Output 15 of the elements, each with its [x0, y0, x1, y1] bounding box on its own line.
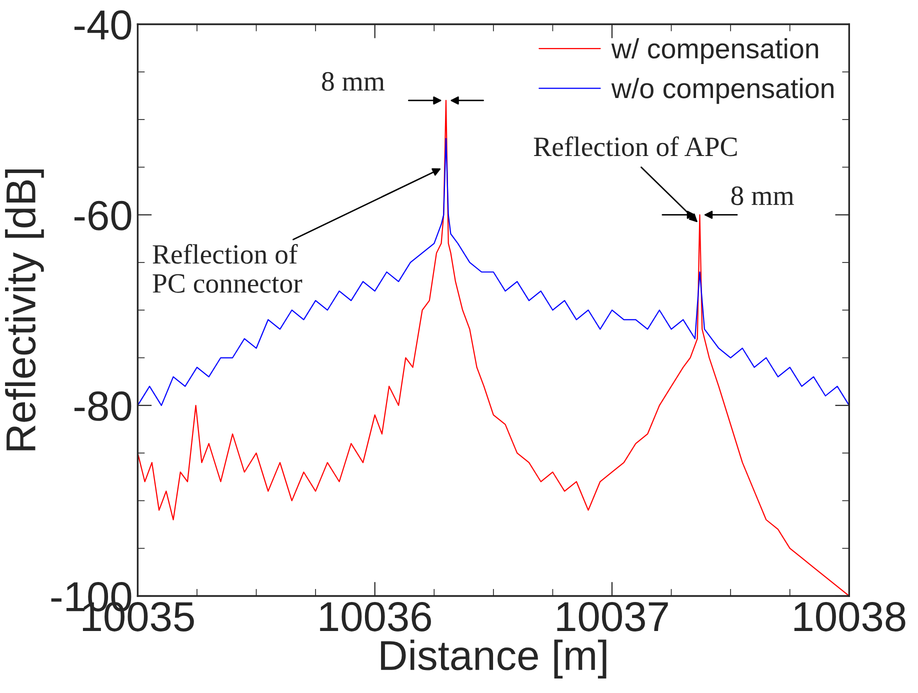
x-tick-label: 10038 — [794, 602, 906, 632]
legend-label: w/o compensation — [611, 78, 834, 104]
annotation: 8 mm — [731, 186, 794, 206]
x-tick-label: 10037 — [557, 602, 668, 632]
legend-label: w/ compensation — [611, 38, 818, 64]
annotation: Reflection of APC — [534, 136, 737, 156]
x-axis-title: Distance [m] — [381, 640, 606, 679]
y-tick-label: -40 — [74, 10, 132, 40]
y-tick-label: -80 — [74, 391, 132, 421]
annotation: 8 mm — [322, 72, 385, 91]
annotation: Reflection of PC connector — [152, 244, 302, 293]
x-tick-label: 10036 — [320, 602, 431, 632]
y-tick-label: -60 — [74, 200, 132, 230]
line-series — [138, 138, 850, 406]
y-axis-title: Reflectivity [dB] — [5, 170, 44, 450]
